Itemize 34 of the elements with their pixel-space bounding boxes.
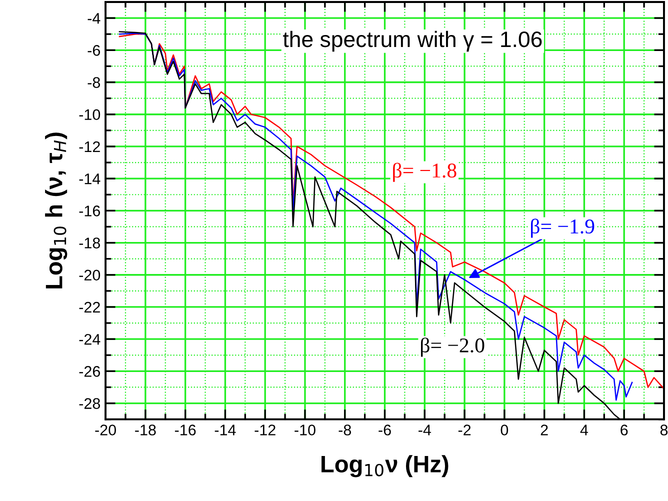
- annotation: β= −2.0: [421, 338, 484, 357]
- x-tick-label: -16: [174, 424, 196, 436]
- x-tick-label: 6: [620, 424, 628, 436]
- y-tick-label: -28: [79, 398, 100, 409]
- x-tick-label: 8: [660, 424, 668, 436]
- y-tick-label: -20: [79, 270, 100, 281]
- annotation: β= −1.8: [393, 162, 456, 182]
- x-axis-title: Log$_{10}$ν (Hz): [322, 455, 448, 478]
- annotation: the spectrum with γ = 1.06: [283, 30, 542, 52]
- x-tick-label: -18: [135, 424, 156, 436]
- x-tick-label: -10: [294, 424, 316, 436]
- y-axis-title: Log$_{10}$ h (ν, τ$_{H}$): [45, 132, 68, 288]
- x-tick-label: -12: [254, 424, 276, 436]
- y-tick-label: -8: [88, 77, 100, 88]
- y-tick-label: -24: [79, 334, 100, 345]
- x-tick-label: -4: [418, 424, 432, 436]
- y-tick-label: -14: [79, 174, 100, 184]
- x-tick-label: -6: [378, 424, 391, 436]
- x-tick-label: 4: [580, 424, 588, 436]
- y-tick-label: -18: [79, 238, 100, 248]
- annotation: β= −1.9: [531, 218, 594, 238]
- y-tick-label: -12: [79, 141, 100, 152]
- y-tick-label: -16: [79, 206, 100, 216]
- y-tick-label: -6: [88, 45, 100, 56]
- y-tick-label: -10: [79, 109, 100, 120]
- x-tick-label: -14: [214, 424, 236, 436]
- x-tick-label: 2: [540, 424, 548, 436]
- x-tick-label: -8: [338, 424, 352, 436]
- y-tick-label: -4: [88, 13, 100, 24]
- y-tick-label: -22: [79, 302, 100, 313]
- x-tick-label: -20: [95, 424, 116, 436]
- x-tick-label: -2: [458, 424, 471, 436]
- x-tick-label: 0: [500, 424, 508, 436]
- y-tick-label: -26: [79, 366, 100, 377]
